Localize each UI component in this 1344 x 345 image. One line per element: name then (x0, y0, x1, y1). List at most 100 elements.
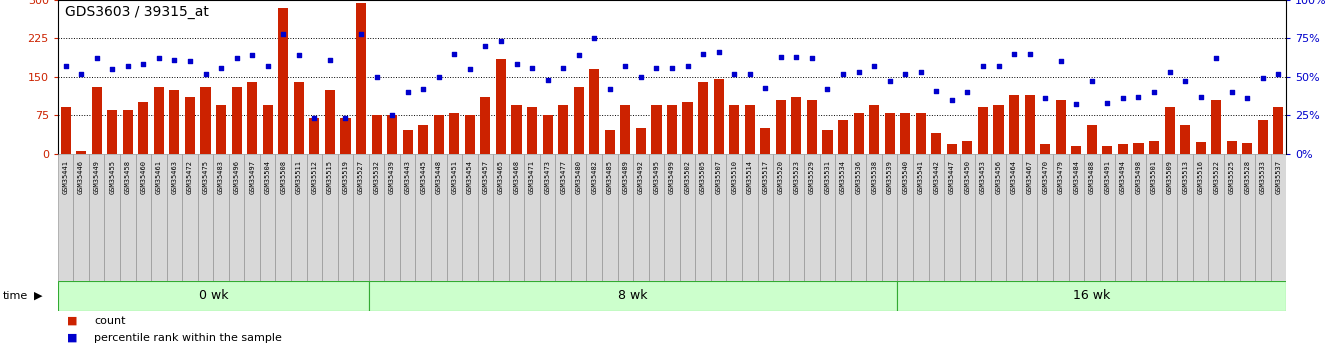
FancyBboxPatch shape (1130, 154, 1146, 281)
Point (1050, 59, 1071, 64)
FancyBboxPatch shape (323, 154, 337, 281)
Point (614, 63, 636, 69)
Text: GSM35471: GSM35471 (530, 160, 535, 194)
Point (1066, 102, 1087, 107)
Bar (698, 82, 708, 154)
Text: GSM35498: GSM35498 (1136, 160, 1141, 194)
FancyBboxPatch shape (259, 154, 276, 281)
FancyBboxPatch shape (1099, 154, 1116, 281)
Text: GSM35520: GSM35520 (778, 160, 784, 194)
Bar (1258, 120, 1267, 154)
Point (117, 63, 138, 69)
Point (1144, 89, 1165, 95)
Text: GSM35441: GSM35441 (63, 160, 69, 194)
Point (444, 51, 465, 57)
Text: GSM35464: GSM35464 (1011, 160, 1017, 194)
Bar (262, 105, 273, 154)
Text: percentile rank within the sample: percentile rank within the sample (94, 333, 282, 343)
Text: GSM35446: GSM35446 (78, 160, 85, 194)
Text: GSM35485: GSM35485 (606, 160, 613, 194)
FancyBboxPatch shape (773, 154, 789, 281)
Point (396, 89, 418, 95)
Point (1097, 100, 1118, 106)
Point (692, 51, 714, 57)
Point (1035, 96, 1056, 101)
Bar (403, 130, 413, 154)
Point (474, 43, 496, 49)
Point (1206, 56, 1227, 61)
Bar (512, 105, 521, 154)
Text: GSM35458: GSM35458 (125, 160, 130, 194)
Text: GSM35531: GSM35531 (824, 160, 831, 194)
Bar (1227, 141, 1236, 154)
Bar (900, 112, 910, 154)
Bar (527, 108, 538, 154)
FancyBboxPatch shape (198, 154, 214, 281)
Point (86, 56, 108, 61)
FancyBboxPatch shape (431, 154, 446, 281)
Bar (730, 105, 739, 154)
Text: GSM35482: GSM35482 (591, 160, 597, 194)
Bar (761, 128, 770, 154)
Bar (931, 133, 941, 154)
FancyBboxPatch shape (664, 154, 680, 281)
Text: GSM35467: GSM35467 (1027, 160, 1032, 194)
Bar (946, 144, 957, 154)
Text: GSM35448: GSM35448 (435, 160, 442, 194)
Text: GSM35453: GSM35453 (980, 160, 986, 194)
Point (1113, 96, 1134, 101)
Bar (823, 130, 832, 154)
Text: GDS3603 / 39315_at: GDS3603 / 39315_at (65, 5, 208, 19)
Text: ■: ■ (67, 333, 78, 343)
Bar (621, 105, 630, 154)
Bar (558, 105, 569, 154)
Text: GSM35457: GSM35457 (482, 160, 488, 194)
Text: GSM35495: GSM35495 (653, 160, 660, 194)
FancyBboxPatch shape (991, 154, 1007, 281)
Bar (915, 112, 926, 154)
Point (599, 86, 621, 92)
FancyBboxPatch shape (867, 154, 882, 281)
Bar (1009, 95, 1019, 154)
FancyBboxPatch shape (1224, 154, 1239, 281)
Text: GSM35463: GSM35463 (172, 160, 177, 194)
FancyBboxPatch shape (1239, 154, 1255, 281)
FancyBboxPatch shape (1208, 154, 1224, 281)
Text: GSM35494: GSM35494 (1120, 160, 1126, 194)
FancyBboxPatch shape (711, 154, 726, 281)
FancyBboxPatch shape (1270, 154, 1286, 281)
FancyBboxPatch shape (89, 154, 105, 281)
FancyBboxPatch shape (742, 154, 758, 281)
FancyBboxPatch shape (1021, 154, 1038, 281)
Point (288, 52, 309, 58)
Bar (449, 112, 460, 154)
Point (521, 65, 543, 70)
Text: GSM35470: GSM35470 (1042, 160, 1048, 194)
Point (972, 63, 993, 69)
Text: GSM35523: GSM35523 (793, 160, 800, 194)
Text: 0 wk: 0 wk (199, 289, 228, 302)
Text: count: count (94, 316, 125, 326)
FancyBboxPatch shape (524, 154, 540, 281)
FancyBboxPatch shape (353, 154, 368, 281)
FancyBboxPatch shape (136, 154, 151, 281)
Point (1175, 79, 1196, 84)
Text: GSM35517: GSM35517 (762, 160, 769, 194)
Bar (91, 87, 102, 154)
Point (1236, 96, 1258, 101)
Point (583, 36, 605, 41)
Bar (465, 115, 474, 154)
Point (1019, 51, 1040, 57)
Point (801, 56, 823, 61)
Point (1189, 94, 1211, 99)
Point (926, 88, 948, 93)
Bar (667, 105, 677, 154)
FancyBboxPatch shape (477, 154, 493, 281)
Bar (122, 110, 133, 154)
FancyBboxPatch shape (882, 154, 898, 281)
Text: GSM35454: GSM35454 (466, 160, 473, 194)
Point (491, 39, 512, 44)
Text: GSM35509: GSM35509 (1167, 160, 1172, 194)
FancyBboxPatch shape (913, 154, 929, 281)
Bar (1040, 144, 1050, 154)
